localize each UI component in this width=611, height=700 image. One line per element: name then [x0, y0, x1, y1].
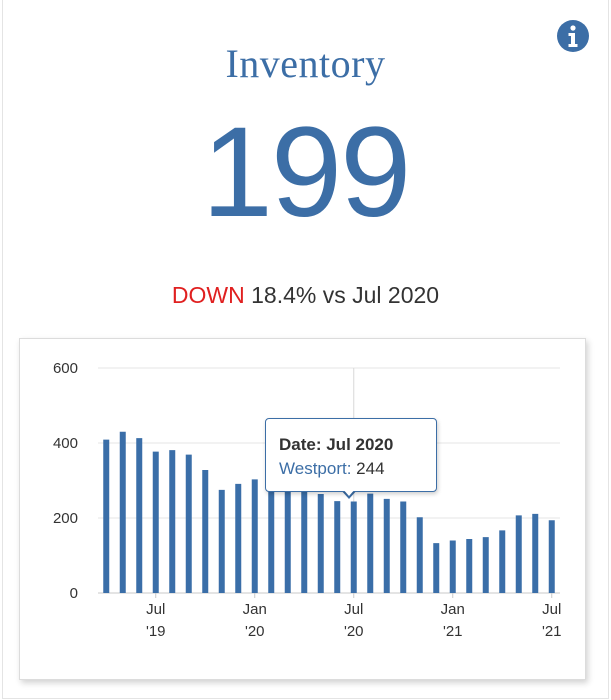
- bar: [383, 498, 390, 593]
- y-tick-label: 600: [53, 360, 78, 377]
- bar: [152, 451, 159, 593]
- bar: [482, 537, 489, 593]
- x-tick-label-month: Jul: [146, 601, 165, 618]
- bar: [301, 490, 308, 593]
- bar: [400, 501, 407, 593]
- bar: [334, 501, 341, 593]
- bar: [548, 520, 555, 593]
- bar: [449, 540, 456, 593]
- bar: [119, 431, 126, 593]
- bar: [317, 494, 324, 593]
- bar: [103, 439, 110, 593]
- tooltip-series-line: Westport: 244: [279, 459, 385, 479]
- tooltip-series-name: Westport:: [279, 459, 352, 478]
- x-tick-label-month: Jul: [344, 601, 363, 618]
- y-tick-label: 400: [53, 435, 78, 452]
- bar: [433, 543, 440, 593]
- tooltip-date: Date: Jul 2020: [279, 435, 394, 454]
- x-tick-label-year: '21: [542, 623, 562, 640]
- chart-tooltip: Date: Jul 2020 Westport: 244: [265, 418, 437, 492]
- change-direction: DOWN: [171, 282, 245, 308]
- y-tick-label: 200: [53, 510, 78, 527]
- bar: [202, 470, 209, 593]
- y-tick-label: 0: [70, 585, 78, 602]
- tooltip-value: 244: [356, 459, 385, 478]
- bar: [466, 539, 473, 593]
- bar: [350, 501, 357, 593]
- x-tick-label-year: '20: [245, 623, 265, 640]
- inventory-value: 199: [201, 101, 412, 244]
- change-summary: DOWN 18.4% vs Jul 2020: [0, 282, 611, 309]
- x-tick-label-month: Jul: [542, 601, 561, 618]
- tooltip-arrow-inner: [342, 488, 356, 496]
- change-text: 18.4% vs Jul 2020: [251, 282, 440, 308]
- bar: [218, 489, 225, 593]
- bar: [185, 454, 192, 593]
- bar: [251, 479, 258, 593]
- bar: [532, 513, 539, 593]
- x-tick-label-year: '21: [443, 623, 463, 640]
- info-icon[interactable]: [556, 19, 590, 53]
- bar: [367, 493, 374, 593]
- bar: [284, 487, 291, 593]
- inventory-chart[interactable]: 0 200 400 600 Jul '19 Jan '20 Jul '20 Jan '21 Jul '21: [19, 338, 586, 680]
- bar: [515, 515, 522, 593]
- bar: [416, 517, 423, 593]
- bar: [268, 484, 275, 593]
- inventory-bar-chart[interactable]: 0 200 400 600 Jul '19 Jan '20 Jul '20 Jan '21 Jul '21: [20, 339, 585, 679]
- x-tick-label-year: '19: [146, 623, 166, 640]
- bar: [136, 438, 143, 593]
- bar: [499, 530, 506, 593]
- x-tick-label-year: '20: [344, 623, 364, 640]
- page-title: Inventory: [225, 41, 386, 86]
- x-tick-label-month: Jan: [243, 601, 267, 618]
- bar: [235, 483, 242, 593]
- x-tick-label-month: Jan: [441, 601, 465, 618]
- bar: [169, 450, 176, 593]
